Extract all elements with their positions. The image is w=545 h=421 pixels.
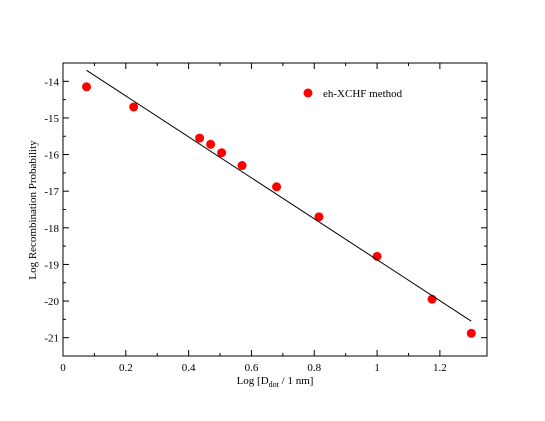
data-point	[466, 328, 476, 338]
x-axis-label-subscript: dot	[269, 380, 280, 389]
x-tick-label: 1.2	[433, 362, 447, 374]
series-layer	[82, 69, 476, 338]
y-tick-label: -21	[44, 333, 59, 345]
x-axis-label: Log [Ddot / 1 nm]	[237, 375, 314, 389]
data-point	[82, 82, 92, 92]
y-tick-label: -19	[44, 259, 59, 271]
data-point	[217, 148, 227, 158]
x-tick-label: 0.8	[307, 362, 321, 374]
fit-line	[86, 69, 472, 322]
x-tick-label: 1	[374, 362, 380, 374]
data-point	[272, 182, 282, 192]
x-axis-ticks: 0 0.2 0.4 0.6 0.8 1 1.2	[60, 63, 447, 374]
data-point	[314, 212, 324, 222]
legend-label: eh-XCHF method	[323, 88, 403, 100]
data-point	[129, 102, 139, 112]
data-point	[237, 161, 247, 171]
legend-marker	[303, 88, 313, 98]
data-point	[195, 133, 205, 143]
y-tick-label: -16	[44, 150, 59, 162]
x-tick-label: 0.6	[245, 362, 259, 374]
y-axis-ticks: -14 -15 -16 -17 -18 -19 -20 -21	[44, 62, 487, 357]
data-point	[206, 139, 216, 149]
y-tick-label: -14	[44, 76, 59, 88]
plot-frame	[62, 62, 488, 357]
y-tick-label: -17	[44, 186, 59, 198]
y-tick-label: -15	[44, 113, 59, 125]
x-tick-label: 0.2	[119, 362, 133, 374]
legend: eh-XCHF method	[303, 88, 403, 100]
y-tick-label: -20	[44, 296, 59, 308]
y-tick-label: -18	[44, 223, 59, 235]
y-axis-label: Log Recombination Probability	[27, 140, 39, 280]
x-tick-label: 0	[60, 362, 66, 374]
x-tick-label: 0.4	[182, 362, 196, 374]
